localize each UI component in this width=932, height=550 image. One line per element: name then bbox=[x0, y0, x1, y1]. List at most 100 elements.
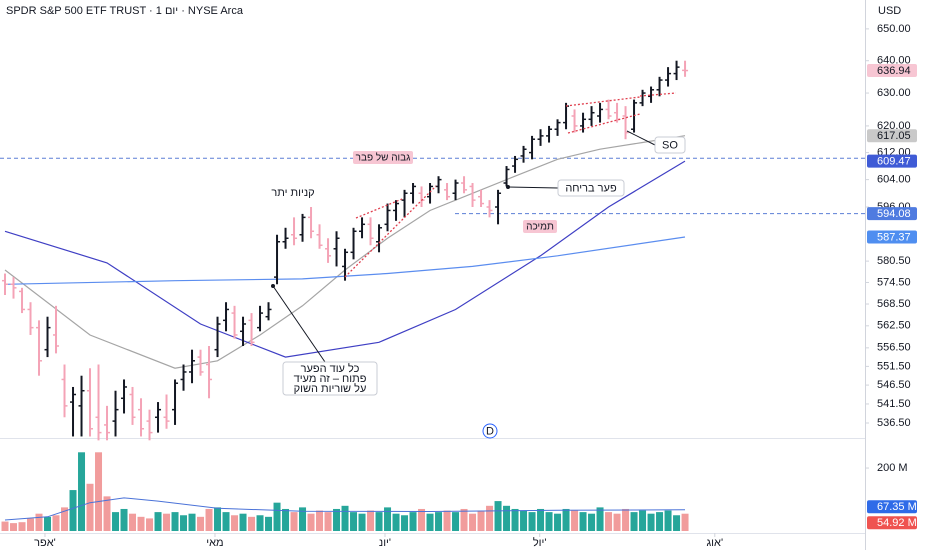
volume-bar bbox=[494, 501, 502, 531]
volume-bar bbox=[146, 518, 154, 531]
y-tick-label: 630.00 bbox=[877, 87, 911, 99]
volume-bar bbox=[324, 512, 332, 531]
volume-bar bbox=[61, 507, 69, 531]
volume-bar bbox=[452, 512, 460, 531]
price-tag bbox=[867, 500, 917, 514]
y-tick-label: 640.00 bbox=[877, 55, 911, 67]
volume-bar bbox=[656, 512, 664, 531]
volume-bar bbox=[137, 516, 145, 531]
volume-bar bbox=[418, 508, 426, 531]
trend-line bbox=[567, 113, 641, 134]
volume-bar bbox=[197, 516, 205, 531]
volume-bar bbox=[545, 512, 553, 531]
volume-bar bbox=[664, 510, 672, 531]
volume-bar bbox=[367, 510, 375, 531]
volume-bar bbox=[562, 508, 570, 531]
volume-bar bbox=[622, 508, 630, 531]
y-tick-label: 562.50 bbox=[877, 320, 911, 332]
volume-bar bbox=[384, 507, 392, 531]
volume-bar bbox=[392, 513, 400, 531]
volume-bar bbox=[205, 508, 213, 531]
volume-bar bbox=[375, 512, 383, 531]
volume-bar bbox=[537, 508, 545, 531]
y-tick-label: 200 M bbox=[877, 462, 908, 474]
volume-bar bbox=[520, 510, 528, 531]
callout-box bbox=[282, 361, 378, 396]
price-tag bbox=[867, 64, 917, 78]
volume-bar bbox=[511, 508, 519, 531]
volume-bar bbox=[350, 512, 358, 531]
x-tick-label: יונ' bbox=[379, 537, 391, 549]
volume-bar bbox=[528, 512, 536, 531]
volume-bar bbox=[307, 513, 315, 531]
x-tick-label: יול' bbox=[533, 536, 547, 549]
price-tag bbox=[867, 154, 917, 168]
volume-bar bbox=[477, 510, 485, 531]
volume-bar bbox=[103, 496, 111, 531]
volume-bar bbox=[188, 513, 196, 531]
callout-box bbox=[557, 179, 625, 197]
moving-average bbox=[4, 160, 686, 358]
currency: USD bbox=[878, 5, 901, 17]
volume-bar bbox=[630, 512, 638, 531]
volume-bar bbox=[44, 516, 52, 531]
volume-bar bbox=[426, 513, 434, 531]
price-tag bbox=[867, 516, 917, 530]
volume-bar bbox=[154, 512, 162, 531]
volume-bar bbox=[299, 507, 307, 531]
volume-bar bbox=[435, 512, 443, 531]
event-marker[interactable] bbox=[482, 423, 498, 439]
annotation: SO bbox=[662, 139, 678, 151]
annotation: קניות יתר bbox=[271, 187, 314, 199]
volume-bar bbox=[290, 512, 298, 531]
volume-bar bbox=[163, 513, 171, 531]
x-tick-label: אוג' bbox=[707, 537, 724, 549]
annotation: פער בריחה bbox=[565, 182, 617, 194]
price-tag-label: 594.08 bbox=[877, 208, 911, 220]
y-tick-label: 620.00 bbox=[877, 120, 911, 132]
callout-line: פתוח – זה מעיד bbox=[294, 373, 367, 385]
callout-connector bbox=[626, 130, 656, 146]
trend-line bbox=[565, 96, 641, 107]
y-tick-label: 574.50 bbox=[877, 276, 911, 288]
price-tag bbox=[867, 230, 917, 244]
volume-bar bbox=[579, 512, 587, 531]
annotation: גבוה של פבר bbox=[356, 152, 411, 164]
label-box bbox=[353, 151, 413, 164]
trend-line bbox=[344, 185, 437, 278]
volume-bar bbox=[588, 513, 596, 531]
x-tick-label: מאי bbox=[206, 537, 223, 549]
volume-bar bbox=[52, 515, 60, 531]
volume-bar bbox=[95, 452, 103, 531]
volume-bar bbox=[639, 510, 647, 531]
volume-bar bbox=[503, 505, 511, 531]
chart-title: SPDR S&P 500 ETF TRUST · 1 יום · NYSE Ar… bbox=[6, 5, 244, 17]
y-tick-label: 604.00 bbox=[877, 174, 911, 186]
volume-bar bbox=[443, 510, 451, 531]
volume-bar bbox=[239, 513, 247, 531]
volume-bar bbox=[18, 522, 26, 531]
annotation: תמיכה bbox=[526, 222, 554, 233]
volume-bar bbox=[409, 512, 417, 531]
volume-bar bbox=[35, 513, 43, 531]
trend-drawings bbox=[344, 92, 677, 278]
callout-line: על שוריות השוק bbox=[294, 382, 367, 395]
volume-bar bbox=[265, 516, 273, 531]
volume-bar bbox=[112, 512, 120, 531]
event-marker-label: D bbox=[486, 425, 494, 437]
volume-bar bbox=[10, 523, 18, 531]
volume-bar bbox=[647, 513, 655, 531]
price-tag bbox=[867, 207, 917, 221]
y-tick-label: 546.50 bbox=[877, 379, 911, 391]
price-tag-label: 67.35 M bbox=[877, 501, 917, 513]
volume-bar bbox=[129, 513, 137, 531]
volume-bar bbox=[248, 516, 256, 531]
price-tag-label: 609.47 bbox=[877, 156, 911, 168]
y-tick-label: 556.50 bbox=[877, 342, 911, 354]
volume-bar bbox=[86, 483, 94, 531]
callout-dot bbox=[506, 185, 510, 189]
volume-bar bbox=[27, 518, 35, 531]
volume-bar bbox=[469, 513, 477, 531]
volume-bar bbox=[358, 513, 366, 531]
